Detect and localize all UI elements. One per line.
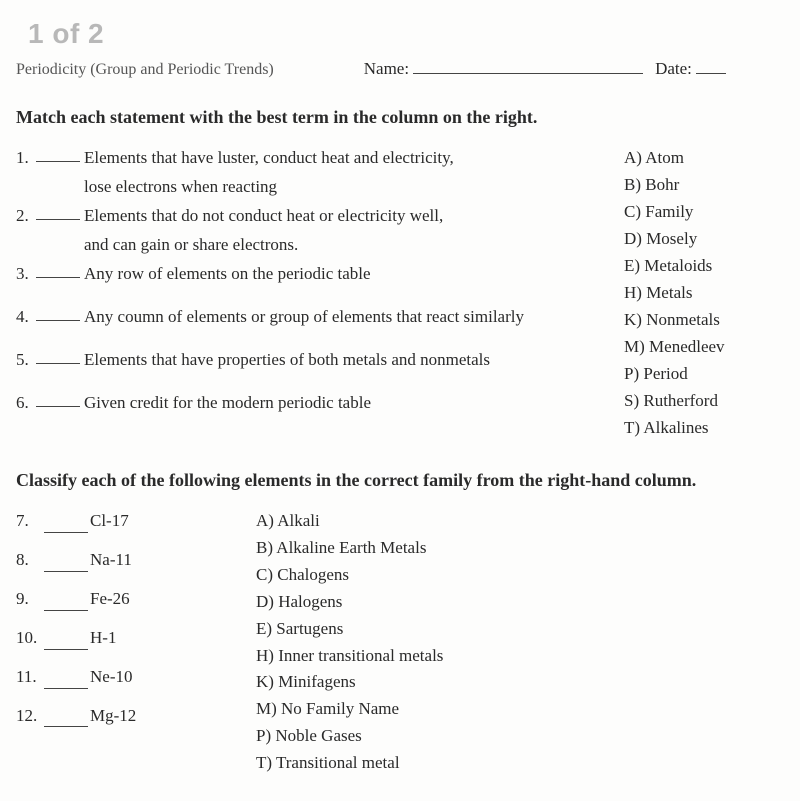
answer-blank[interactable] [44,557,88,572]
question-text: lose electrons when reacting [84,176,600,199]
question-number: 10. [16,627,44,650]
question-text: Elements that have properties of both me… [84,349,600,372]
answer-blank[interactable] [36,205,80,220]
question-row: 2. Elements that do not conduct heat or … [16,205,600,228]
header-row: Periodicity (Group and Periodic Trends) … [16,58,784,81]
question-row: and can gain or share electrons. [16,234,600,257]
question-text: Elements that do not conduct heat or ele… [84,205,600,228]
answer-option: T) Transitional metal [256,752,536,775]
answer-blank[interactable] [44,518,88,533]
section1-block: 1. Elements that have luster, conduct he… [16,147,784,443]
answer-option: E) Sartugens [256,618,536,641]
question-row: 6. Given credit for the modern periodic … [16,392,600,415]
question-text: Any coumn of elements or group of elemen… [84,306,600,329]
question-row: 11. Ne-10 [16,666,216,689]
question-row: 12. Mg-12 [16,705,216,728]
question-text: Given credit for the modern periodic tab… [84,392,600,415]
answer-option: H) Metals [624,282,784,305]
question-row: 8. Na-11 [16,549,216,572]
question-number: 7. [16,510,44,533]
answer-option: M) Menedleev [624,336,784,359]
section1-questions: 1. Elements that have luster, conduct he… [16,147,600,443]
section2-answers: A) Alkali B) Alkaline Earth Metals C) Ch… [256,510,536,779]
question-row: 5. Elements that have properties of both… [16,349,600,372]
answer-option: P) Period [624,363,784,386]
question-text: H-1 [90,627,116,650]
answer-blank[interactable] [44,596,88,611]
answer-option: P) Noble Gases [256,725,536,748]
question-row: 3. Any row of elements on the periodic t… [16,263,600,286]
answer-option: B) Bohr [624,174,784,197]
answer-option: T) Alkalines [624,417,784,440]
question-text: Ne-10 [90,666,132,689]
name-blank[interactable] [413,60,643,74]
answer-blank[interactable] [36,349,80,364]
date-label: Date: [655,58,692,81]
question-text: Na-11 [90,549,132,572]
section1-answers: A) Atom B) Bohr C) Family D) Mosely E) M… [624,147,784,443]
question-number: 1. [16,147,34,170]
section2-title: Classify each of the following elements … [16,468,784,492]
question-number: 9. [16,588,44,611]
question-row: 1. Elements that have luster, conduct he… [16,147,600,170]
section2-questions: 7. Cl-17 8. Na-11 9. Fe-26 10. H-1 11. [16,510,216,779]
subject-title: Periodicity (Group and Periodic Trends) [16,59,274,81]
date-blank[interactable] [696,60,726,74]
question-text: Cl-17 [90,510,129,533]
answer-option: M) No Family Name [256,698,536,721]
question-row: lose electrons when reacting [16,176,600,199]
answer-option: A) Atom [624,147,784,170]
answer-option: E) Metaloids [624,255,784,278]
section1-title: Match each statement with the best term … [16,105,784,129]
question-row: 9. Fe-26 [16,588,216,611]
question-number: 5. [16,349,34,372]
answer-option: C) Family [624,201,784,224]
answer-blank[interactable] [36,306,80,321]
question-number: 6. [16,392,34,415]
answer-option: K) Nonmetals [624,309,784,332]
section2-block: 7. Cl-17 8. Na-11 9. Fe-26 10. H-1 11. [16,510,784,779]
question-row: 10. H-1 [16,627,216,650]
page-indicator: 1 of 2 [28,18,104,50]
worksheet-body: Periodicity (Group and Periodic Trends) … [0,0,800,779]
question-text: Elements that have luster, conduct heat … [84,147,600,170]
question-number: 4. [16,306,34,329]
answer-option: C) Chalogens [256,564,536,587]
question-number: 12. [16,705,44,728]
answer-option: D) Halogens [256,591,536,614]
question-number: 8. [16,549,44,572]
question-number: 2. [16,205,34,228]
question-text: Fe-26 [90,588,130,611]
answer-blank[interactable] [44,674,88,689]
answer-option: S) Rutherford [624,390,784,413]
answer-blank[interactable] [36,263,80,278]
answer-option: H) Inner transitional metals [256,645,536,668]
question-text: and can gain or share electrons. [84,234,600,257]
answer-blank[interactable] [36,147,80,162]
question-row: 7. Cl-17 [16,510,216,533]
answer-blank[interactable] [44,635,88,650]
answer-blank[interactable] [36,392,80,407]
name-label: Name: [364,58,409,81]
answer-blank[interactable] [44,712,88,727]
question-number: 3. [16,263,34,286]
answer-option: D) Mosely [624,228,784,251]
question-text: Mg-12 [90,705,136,728]
question-row: 4. Any coumn of elements or group of ele… [16,306,600,329]
answer-option: B) Alkaline Earth Metals [256,537,536,560]
answer-option: K) Minifagens [256,671,536,694]
question-text: Any row of elements on the periodic tabl… [84,263,600,286]
question-number: 11. [16,666,44,689]
answer-option: A) Alkali [256,510,536,533]
